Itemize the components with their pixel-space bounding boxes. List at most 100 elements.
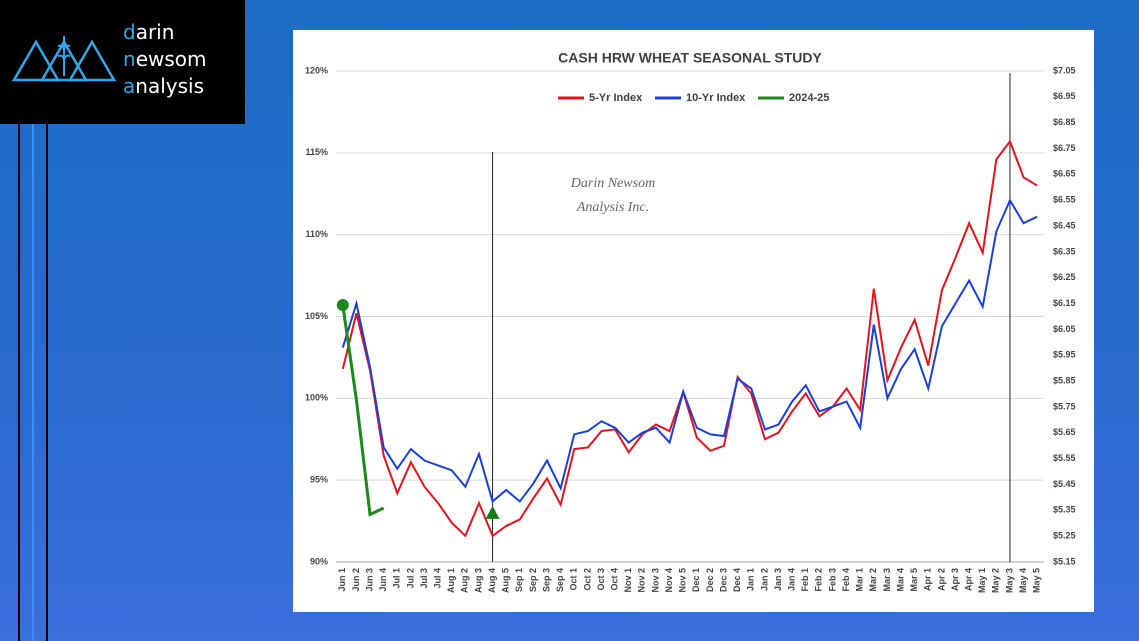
- y2-tick-label: $5.95: [1053, 350, 1076, 360]
- x-tick-label: Oct 1: [569, 568, 579, 591]
- current-marker: [485, 505, 500, 519]
- y2-tick-label: $6.35: [1053, 246, 1076, 256]
- x-tick-label: May 2: [991, 568, 1001, 593]
- y2-tick-label: $6.45: [1053, 220, 1076, 230]
- x-tick-label: Sep 3: [541, 568, 551, 592]
- y2-tick-label: $5.85: [1053, 375, 1076, 385]
- x-tick-label: Aug 2: [460, 568, 470, 593]
- x-tick-label: Apr 2: [936, 568, 946, 591]
- x-tick-label: Dec 3: [718, 568, 728, 592]
- x-tick-label: Apr 4: [963, 568, 973, 591]
- y2-tick-label: $6.65: [1053, 169, 1076, 179]
- y2-tick-label: $5.15: [1053, 556, 1076, 566]
- x-tick-label: Sep 2: [528, 568, 538, 592]
- decor-line: [32, 124, 34, 641]
- series-line: [341, 198, 1038, 504]
- x-tick-label: Nov 2: [637, 568, 647, 593]
- x-tick-label: May 3: [1004, 568, 1014, 593]
- logo-text: newsom: [123, 47, 207, 71]
- logo-icon: [11, 36, 117, 82]
- x-tick-label: Sep 1: [514, 568, 524, 592]
- x-tick-label: Nov 3: [650, 568, 660, 593]
- logo-text: darin: [123, 20, 175, 44]
- chart-background: [293, 30, 1094, 612]
- y-tick-label: 120%: [305, 65, 328, 75]
- y-tick-label: 115%: [305, 147, 328, 157]
- y2-tick-label: $6.25: [1053, 272, 1076, 282]
- x-tick-label: Jun 4: [378, 568, 388, 592]
- y2-tick-label: $6.95: [1053, 91, 1076, 101]
- x-tick-label: Jan 4: [786, 568, 796, 591]
- decor-line: [46, 124, 48, 641]
- legend-label: 2024-25: [789, 92, 829, 104]
- x-tick-label: Jul 3: [419, 568, 429, 589]
- y2-tick-label: $6.75: [1053, 143, 1076, 153]
- series-line: [341, 139, 1038, 538]
- chart: CASH HRW WHEAT SEASONAL STUDY Darin News…: [293, 30, 1094, 612]
- y2-tick-label: $5.35: [1053, 505, 1076, 515]
- logo: darin newsom analysis: [0, 0, 245, 124]
- x-tick-label: May 5: [1032, 568, 1042, 593]
- watermark: Darin Newsom: [570, 176, 655, 191]
- y2-tick-label: $6.55: [1053, 195, 1076, 205]
- x-tick-label: Jan 2: [759, 568, 769, 591]
- y-tick-label: 95%: [310, 475, 328, 485]
- x-tick-label: Apr 3: [950, 568, 960, 591]
- x-tick-label: Oct 4: [609, 568, 619, 591]
- x-tick-label: Dec 2: [705, 568, 715, 592]
- chart-panel: CASH HRW WHEAT SEASONAL STUDY Darin News…: [293, 30, 1094, 612]
- y2-tick-label: $6.05: [1053, 324, 1076, 334]
- x-tick-label: Jul 4: [432, 568, 442, 589]
- x-tick-label: Feb 1: [800, 568, 810, 592]
- x-tick-label: Oct 2: [582, 568, 592, 591]
- legend-label: 10-Yr Index: [686, 92, 746, 104]
- x-tick-label: Sep 4: [555, 568, 565, 592]
- y2-tick-label: $6.15: [1053, 298, 1076, 308]
- x-tick-label: Mar 2: [868, 568, 878, 592]
- series-line: [341, 304, 385, 517]
- x-tick-label: Jul 1: [392, 568, 402, 589]
- x-tick-label: Nov 4: [664, 568, 674, 593]
- x-tick-label: Feb 2: [814, 568, 824, 592]
- series-marker: [336, 299, 349, 312]
- x-tick-label: Aug 3: [473, 568, 483, 593]
- x-tick-label: Aug 4: [487, 568, 497, 593]
- x-tick-label: May 1: [977, 568, 987, 593]
- x-tick-label: Mar 1: [855, 568, 865, 592]
- y2-tick-label: $5.25: [1053, 531, 1076, 541]
- x-tick-label: Aug 5: [501, 568, 511, 593]
- x-tick-label: Mar 5: [909, 568, 919, 592]
- x-tick-label: Jun 1: [337, 568, 347, 592]
- x-tick-label: Oct 3: [596, 568, 606, 591]
- x-tick-label: Nov 5: [678, 568, 688, 593]
- x-tick-label: Jun 3: [364, 568, 374, 592]
- y-tick-label: 110%: [305, 229, 328, 239]
- y2-tick-label: $5.65: [1053, 427, 1076, 437]
- watermark: Analysis Inc.: [576, 200, 649, 215]
- y2-tick-label: $6.85: [1053, 117, 1076, 127]
- y2-tick-label: $5.55: [1053, 453, 1076, 463]
- y-tick-label: 90%: [310, 556, 328, 566]
- chart-title: CASH HRW WHEAT SEASONAL STUDY: [558, 50, 822, 66]
- y2-tick-label: $5.75: [1053, 401, 1076, 411]
- x-tick-label: Dec 4: [732, 568, 742, 592]
- decor-line: [18, 124, 20, 641]
- x-tick-label: Jun 2: [351, 568, 361, 592]
- x-tick-label: Feb 3: [827, 568, 837, 592]
- x-tick-label: Mar 4: [895, 568, 905, 592]
- x-tick-label: Jan 3: [773, 568, 783, 591]
- x-tick-label: Jul 2: [405, 568, 415, 589]
- x-tick-label: Mar 3: [882, 568, 892, 592]
- x-tick-label: Dec 1: [691, 568, 701, 592]
- x-tick-label: Nov 1: [623, 568, 633, 593]
- x-tick-label: Apr 1: [923, 568, 933, 591]
- y2-tick-label: $5.45: [1053, 479, 1076, 489]
- y-tick-label: 105%: [305, 311, 328, 321]
- x-tick-label: Feb 4: [841, 568, 851, 592]
- x-tick-label: Aug 1: [446, 568, 456, 593]
- x-tick-label: May 4: [1018, 568, 1028, 593]
- x-tick-label: Jan 1: [746, 568, 756, 591]
- y2-tick-label: $7.05: [1053, 65, 1076, 75]
- legend-label: 5-Yr Index: [589, 92, 643, 104]
